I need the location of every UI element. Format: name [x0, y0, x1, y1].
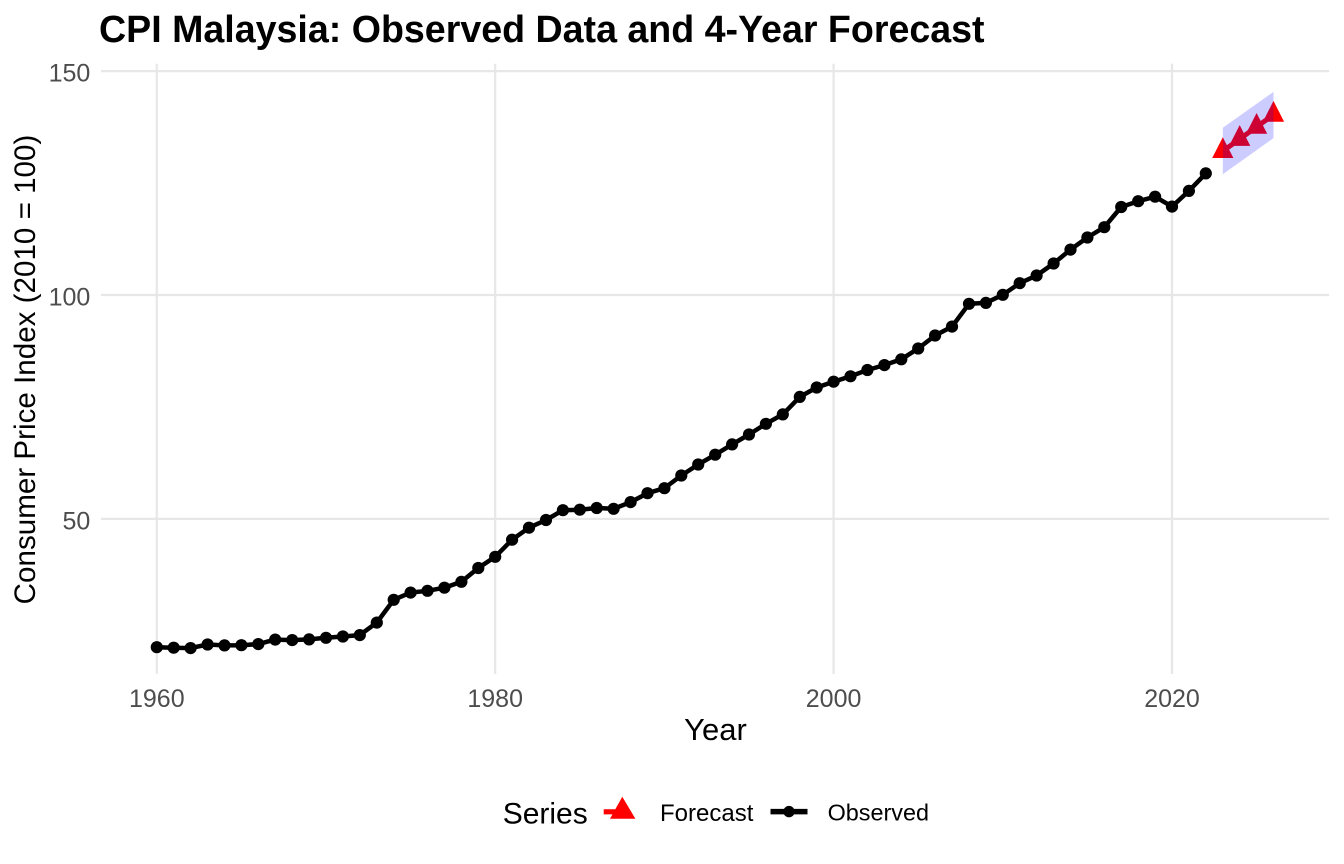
svg-text:Year: Year	[684, 712, 747, 747]
svg-text:CPI Malaysia: Observed Data an: CPI Malaysia: Observed Data and 4-Year F…	[99, 8, 985, 50]
svg-text:1980: 1980	[467, 685, 523, 713]
svg-text:150: 150	[49, 60, 91, 88]
svg-text:100: 100	[49, 284, 91, 312]
svg-text:50: 50	[62, 507, 90, 535]
svg-text:Observed: Observed	[828, 799, 929, 825]
svg-text:Series: Series	[503, 797, 588, 830]
svg-text:1960: 1960	[129, 685, 185, 713]
svg-text:Consumer Price Index (2010 = 1: Consumer Price Index (2010 = 100)	[9, 135, 42, 605]
svg-text:2020: 2020	[1144, 685, 1200, 713]
svg-text:2000: 2000	[806, 685, 862, 713]
svg-text:Forecast: Forecast	[660, 800, 754, 827]
